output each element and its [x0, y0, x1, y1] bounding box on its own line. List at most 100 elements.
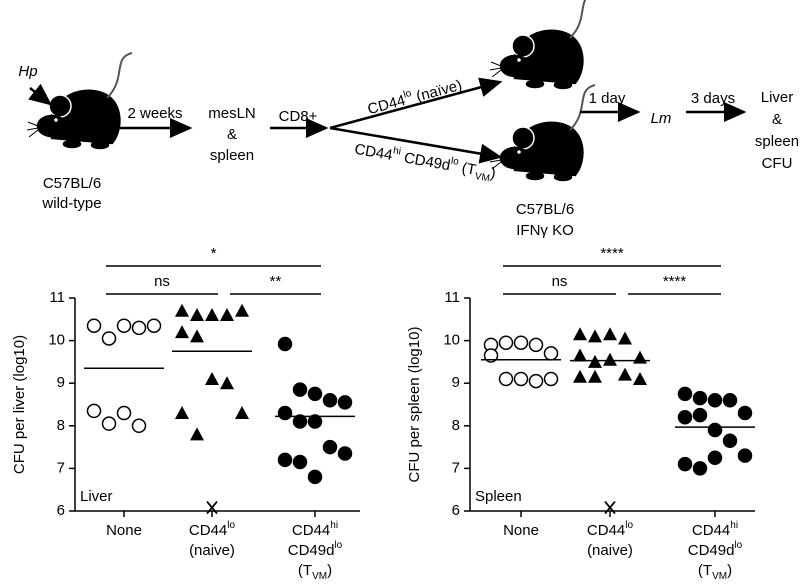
text-segment: lo — [625, 520, 633, 531]
data-point — [603, 352, 617, 366]
data-point — [146, 318, 162, 333]
mouse-icon — [488, 0, 597, 90]
x-tick-label: CD44hi — [292, 520, 338, 539]
data-point — [692, 461, 708, 476]
data-point — [543, 346, 559, 361]
y-tick-label: 6 — [452, 502, 460, 519]
schematic-label: spleen — [210, 147, 254, 164]
data-point — [235, 303, 249, 317]
x-tick-label: CD49dlo — [688, 540, 743, 559]
y-tick-label: 7 — [452, 459, 460, 476]
y-tick-label: 9 — [452, 374, 460, 391]
significance-label: * — [211, 245, 217, 262]
data-point — [131, 320, 147, 336]
y-tick-label: 11 — [49, 289, 65, 306]
data-point — [307, 414, 323, 429]
schematic-label: C57BL/6 — [43, 175, 101, 192]
text-segment: CD49d — [288, 542, 335, 559]
significance-label: **** — [663, 273, 687, 290]
data-point — [573, 369, 587, 383]
schematic-label: & — [227, 126, 237, 143]
data-point — [116, 318, 132, 333]
data-point — [633, 371, 647, 385]
y-tick-label: 8 — [452, 417, 460, 434]
text-segment: hi — [730, 520, 738, 531]
schematic-label: C57BL/6 — [516, 201, 574, 218]
schematic-label: 1 day — [589, 90, 626, 107]
schematic-label: CD44lo (naïve) — [365, 75, 464, 118]
mouse-icon — [488, 83, 597, 182]
text-segment: IFNγ KO — [516, 222, 574, 239]
mouse-icon — [25, 51, 134, 150]
schematic-label: spleen — [755, 133, 799, 150]
text-segment: CD44 — [587, 522, 625, 539]
data-point — [707, 450, 723, 465]
data-point — [588, 329, 602, 343]
schematic-label: Liver — [761, 89, 794, 106]
y-tick-label: 11 — [444, 289, 460, 306]
data-point — [588, 354, 602, 368]
text-segment: mesLN — [208, 105, 256, 122]
y-tick-label: 6 — [57, 502, 65, 519]
text-segment: (naïve) — [410, 77, 464, 107]
data-point — [292, 414, 308, 429]
data-point — [677, 386, 693, 402]
text-segment: 2 weeks — [127, 105, 182, 122]
data-point — [116, 405, 132, 421]
x-tick-label: CD44lo — [587, 520, 634, 539]
text-segment: CFU — [762, 155, 793, 172]
text-segment: VM — [712, 571, 727, 582]
schematic-label: mesLN — [208, 105, 256, 122]
data-point — [618, 367, 632, 381]
significance-label: ** — [270, 273, 282, 290]
x-tick-label: (TVM) — [698, 562, 732, 582]
text-segment: lo — [450, 156, 460, 168]
schematic-label: CFU — [762, 155, 793, 172]
data-point — [190, 308, 204, 322]
data-point — [722, 433, 738, 448]
text-segment: Lm — [651, 110, 672, 127]
schematic-label: IFNγ KO — [516, 222, 574, 239]
data-point — [573, 327, 587, 341]
data-point — [131, 418, 147, 434]
text-segment: (naive) — [189, 542, 235, 559]
x-tick-label: CD44hi — [692, 520, 738, 539]
schematic-label: 3 days — [691, 90, 735, 107]
text-segment: spleen — [755, 133, 799, 150]
schematic-label: & — [772, 111, 782, 128]
data-point — [175, 406, 189, 420]
schematic-label: 2 weeks — [127, 105, 182, 122]
data-point — [677, 410, 693, 425]
data-point — [543, 371, 559, 387]
arrow — [28, 83, 52, 106]
y-axis-label: CFU per liver (log10) — [11, 335, 28, 474]
text-segment: wild-type — [41, 195, 101, 212]
text-segment: Hp — [18, 63, 37, 80]
text-segment: lo — [734, 540, 742, 551]
schematic — [25, 0, 747, 182]
text-segment: CD49d — [399, 149, 452, 175]
text-segment: C57BL/6 — [516, 201, 574, 218]
text-segment: 1 day — [589, 90, 626, 107]
data-point — [220, 376, 234, 390]
data-point — [101, 416, 117, 431]
data-point — [677, 456, 693, 472]
data-point — [337, 446, 353, 461]
text-segment: VM — [474, 171, 491, 184]
text-segment: hi — [330, 520, 338, 531]
data-point — [322, 392, 338, 408]
text-segment: Liver — [761, 89, 794, 106]
text-segment: ) — [489, 165, 497, 183]
data-point — [292, 382, 308, 397]
data-point — [86, 318, 102, 333]
data-point — [633, 350, 647, 364]
data-point — [86, 403, 102, 419]
x-tick-label: CD44lo — [189, 520, 236, 539]
x-tick-label: (naive) — [189, 542, 235, 559]
data-point — [277, 336, 293, 352]
text-segment: CD44 — [366, 92, 407, 118]
data-point — [277, 452, 293, 468]
data-point — [498, 371, 514, 387]
x-tick-label: None — [106, 522, 142, 539]
data-point — [573, 348, 587, 362]
